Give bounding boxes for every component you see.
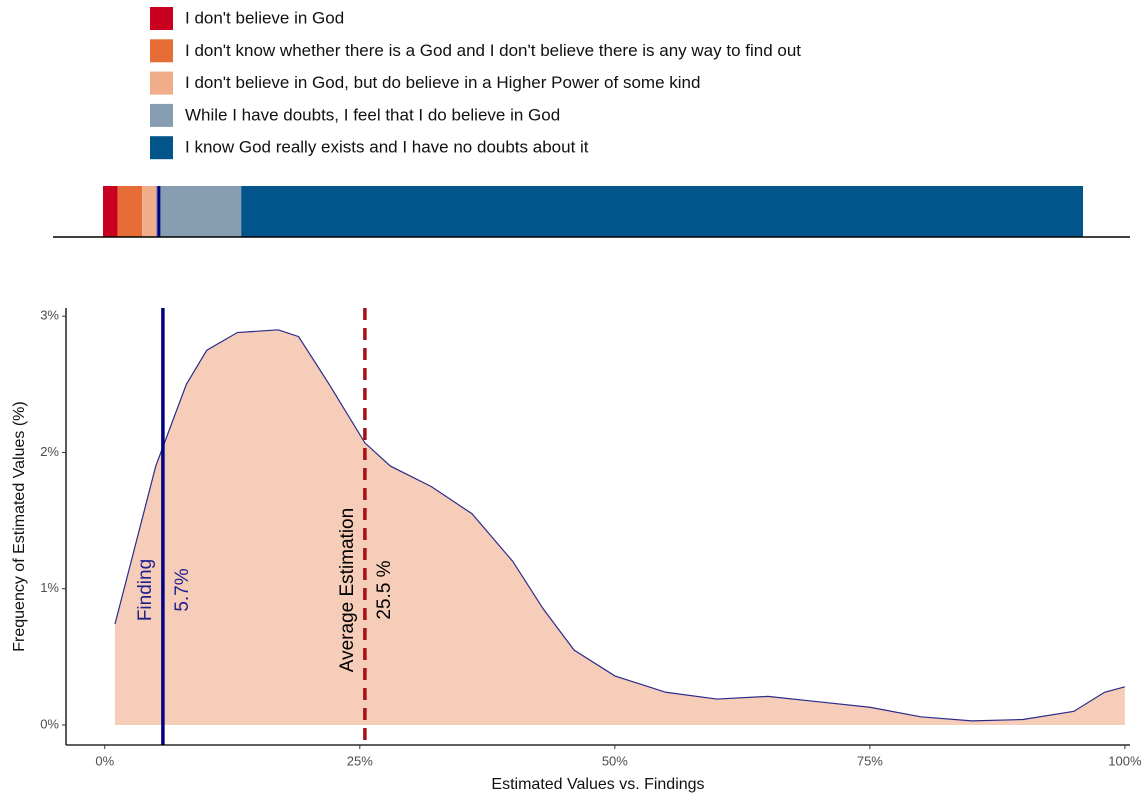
- x-tick-label: 0%: [95, 753, 114, 768]
- bar-segment: [142, 186, 156, 237]
- reference-value-label: 5.7%: [172, 568, 193, 611]
- legend-label: I know God really exists and I have no d…: [185, 138, 589, 157]
- legend-label: While I have doubts, I feel that I do be…: [185, 105, 560, 124]
- x-tick-label: 75%: [857, 753, 883, 768]
- reference-label: Average Estimation: [337, 508, 358, 672]
- legend-label: I don't know whether there is a God and …: [185, 41, 801, 60]
- legend-swatch: [150, 136, 173, 160]
- y-tick-label: 3%: [40, 308, 59, 323]
- density-line: [114, 329, 1126, 722]
- y-axis-title: Frequency of Estimated Values (%): [11, 401, 28, 651]
- x-tick-label: 25%: [347, 753, 373, 768]
- bar-segment: [155, 186, 242, 237]
- legend-swatch: [150, 39, 173, 63]
- legend-swatch: [150, 71, 173, 95]
- x-tick-label: 50%: [602, 753, 628, 768]
- bar-segment: [117, 186, 143, 237]
- y-tick-label: 2%: [40, 444, 59, 459]
- y-tick-label: 1%: [40, 580, 59, 595]
- y-tick-label: 0%: [40, 716, 59, 731]
- x-axis-title: Estimated Values vs. Findings: [491, 776, 704, 793]
- legend-label: I don't believe in God, but do believe i…: [185, 73, 700, 92]
- legend-label: I don't believe in God: [185, 8, 344, 27]
- legend-swatch: [150, 7, 173, 30]
- legend-swatch: [150, 103, 173, 127]
- bar-segment: [103, 186, 118, 237]
- bar-segment: [241, 186, 1083, 237]
- x-tick-label: 100%: [1108, 753, 1142, 768]
- reference-label: Finding: [135, 559, 156, 621]
- reference-value-label: 25.5 %: [374, 560, 395, 619]
- density-area: [114, 329, 1125, 725]
